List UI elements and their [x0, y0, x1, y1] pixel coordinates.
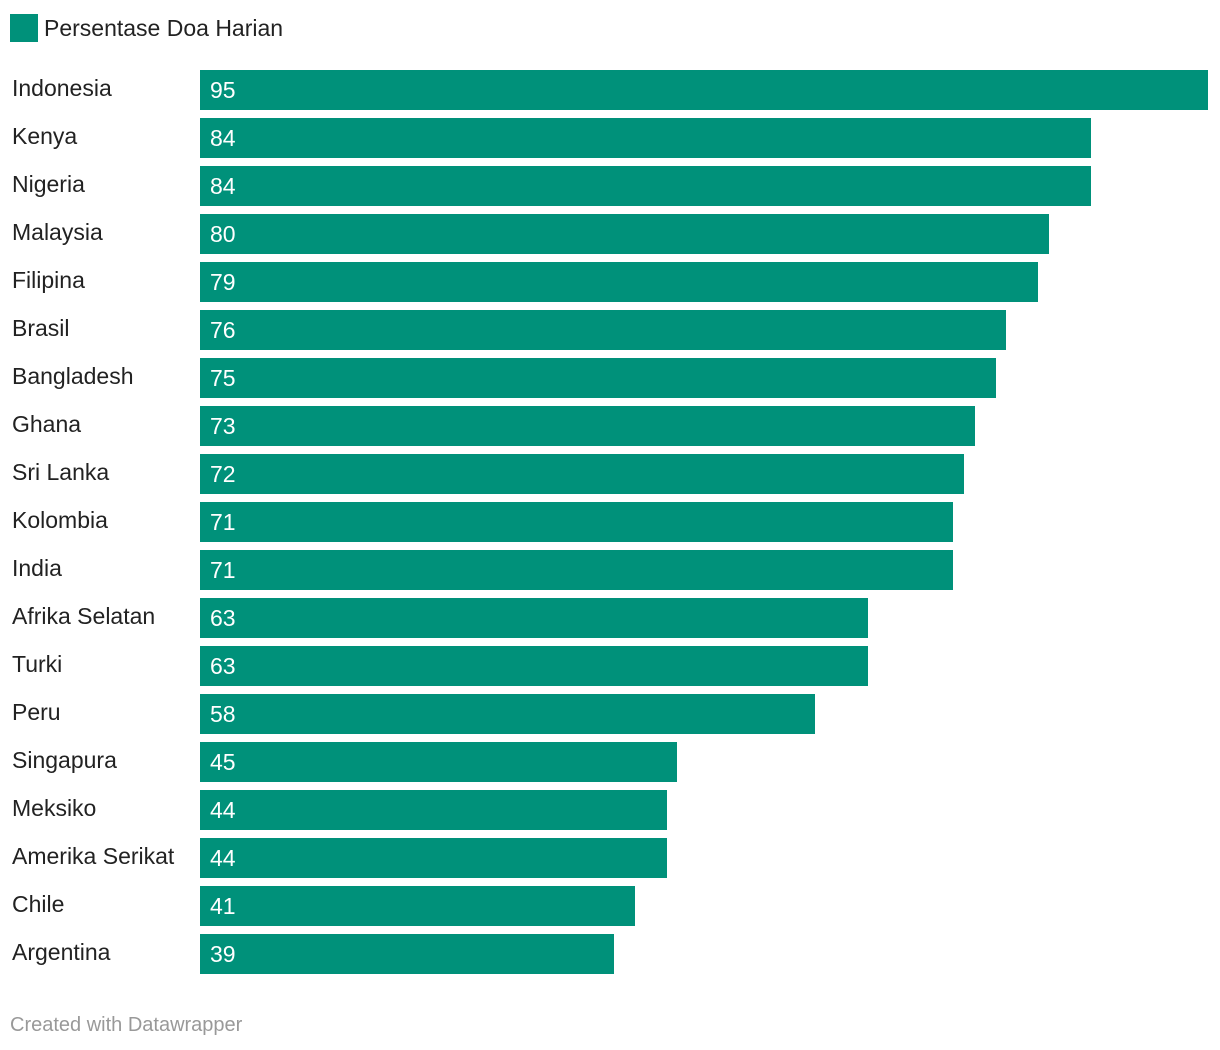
- chart-credit: Created with Datawrapper: [10, 1014, 243, 1036]
- bar-value-label: 72: [210, 461, 236, 487]
- bar: 71: [200, 502, 953, 542]
- bar: 80: [200, 214, 1049, 254]
- bar-value-label: 41: [210, 893, 236, 919]
- bar: 58: [200, 694, 815, 734]
- category-label: Nigeria: [12, 171, 85, 197]
- bar-value-label: 58: [210, 701, 236, 727]
- bar-row: Filipina 79: [0, 262, 1220, 302]
- category-label: Singapura: [12, 747, 117, 773]
- bar-value-label: 95: [210, 77, 236, 103]
- bar-value-label: 45: [210, 749, 236, 775]
- bar-value-label: 71: [210, 557, 236, 583]
- bar-value-label: 44: [210, 797, 236, 823]
- bar: 76: [200, 310, 1006, 350]
- category-label: Kenya: [12, 123, 78, 149]
- bar-value-label: 44: [210, 845, 236, 871]
- bar-row: Afrika Selatan 63: [0, 598, 1220, 638]
- category-label: Ghana: [12, 411, 82, 437]
- bar-row: Malaysia 80: [0, 214, 1220, 254]
- bar-value-label: 84: [210, 125, 236, 151]
- bar: 71: [200, 550, 953, 590]
- bar: 44: [200, 838, 667, 878]
- bar: 95: [200, 70, 1208, 110]
- bar-row: Peru 58: [0, 694, 1220, 734]
- bar: 63: [200, 598, 868, 638]
- legend-swatch: [10, 14, 38, 42]
- bar-row: Nigeria 84: [0, 166, 1220, 206]
- category-label: Chile: [12, 891, 65, 917]
- category-label: Meksiko: [12, 795, 97, 821]
- bar-row: Turki 63: [0, 646, 1220, 686]
- bar-value-label: 39: [210, 941, 236, 967]
- bar: 73: [200, 406, 975, 446]
- bar-row: Sri Lanka 72: [0, 454, 1220, 494]
- bar-row: India 71: [0, 550, 1220, 590]
- legend-label: Persentase Doa Harian: [44, 14, 284, 41]
- bar-value-label: 80: [210, 221, 236, 247]
- category-label: Amerika Serikat: [12, 843, 175, 869]
- category-label: Bangladesh: [12, 363, 134, 389]
- bar: 84: [200, 118, 1091, 158]
- bar-value-label: 63: [210, 605, 236, 631]
- bar: 75: [200, 358, 996, 398]
- category-label: Indonesia: [12, 75, 112, 101]
- bar-row: Bangladesh 75: [0, 358, 1220, 398]
- bar: 41: [200, 886, 635, 926]
- bar-row: Chile 41: [0, 886, 1220, 926]
- category-label: Brasil: [12, 315, 70, 341]
- bar-row: Kolombia 71: [0, 502, 1220, 542]
- chart-legend: Persentase Doa Harian: [10, 13, 283, 43]
- category-label: Filipina: [12, 267, 85, 293]
- bar-value-label: 63: [210, 653, 236, 679]
- bar-value-label: 76: [210, 317, 236, 343]
- category-label: Afrika Selatan: [12, 603, 156, 629]
- bar-row: Meksiko 44: [0, 790, 1220, 830]
- category-label: Kolombia: [12, 507, 108, 533]
- category-label: Sri Lanka: [12, 459, 110, 485]
- bar-value-label: 73: [210, 413, 236, 439]
- bar-row: Amerika Serikat 44: [0, 838, 1220, 878]
- category-label: Peru: [12, 699, 61, 725]
- bar-row: Brasil 76: [0, 310, 1220, 350]
- bar: 44: [200, 790, 667, 830]
- bar: 39: [200, 934, 614, 974]
- bar: 79: [200, 262, 1038, 302]
- category-label: Argentina: [12, 939, 111, 965]
- bar-value-label: 71: [210, 509, 236, 535]
- bar-row: Singapura 45: [0, 742, 1220, 782]
- bar: 45: [200, 742, 677, 782]
- bar-value-label: 79: [210, 269, 236, 295]
- bar-row: Ghana 73: [0, 406, 1220, 446]
- bar: 72: [200, 454, 964, 494]
- category-label: India: [12, 555, 62, 581]
- bar-row: Argentina 39: [0, 934, 1220, 974]
- bar: 63: [200, 646, 868, 686]
- category-label: Malaysia: [12, 219, 103, 245]
- bar-row: Kenya 84: [0, 118, 1220, 158]
- bar-row: Indonesia 95: [0, 70, 1220, 110]
- bar: 84: [200, 166, 1091, 206]
- bar-value-label: 84: [210, 173, 236, 199]
- category-label: Turki: [12, 651, 63, 677]
- bar-value-label: 75: [210, 365, 236, 391]
